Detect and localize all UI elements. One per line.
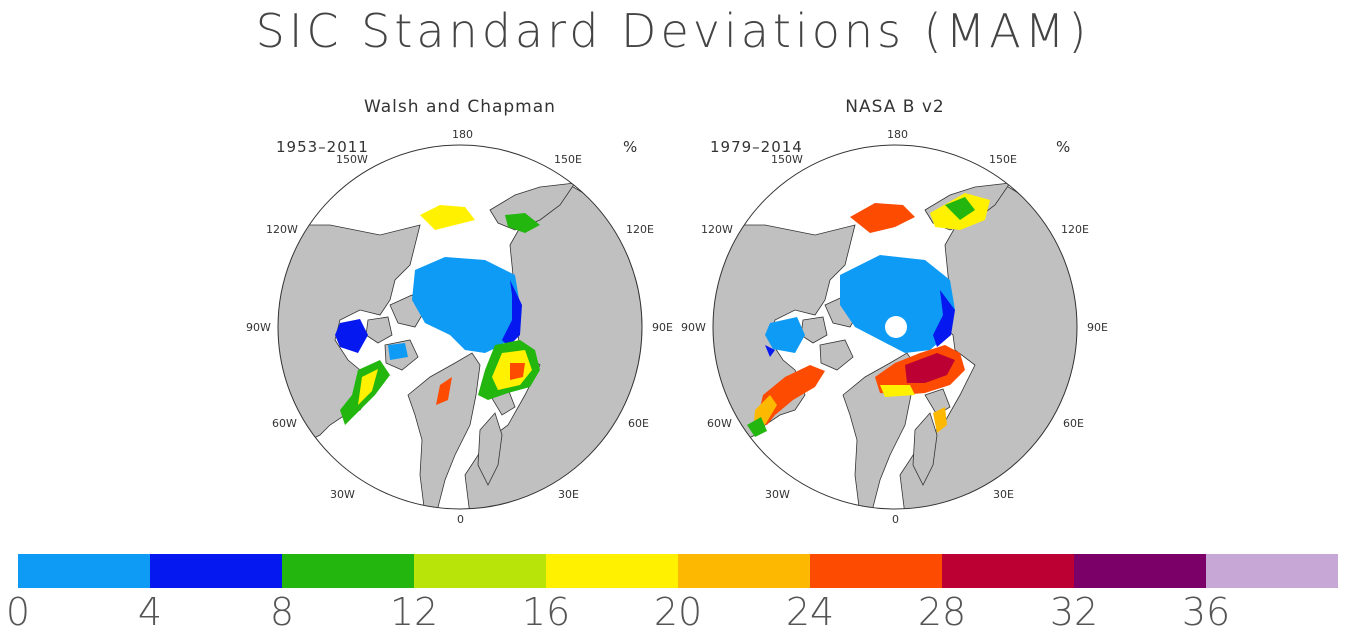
lon-label-60w: 60W	[272, 417, 297, 430]
unit-label: %	[1056, 138, 1071, 156]
panel-title: NASA B v2	[845, 97, 945, 117]
landmasses	[713, 182, 1077, 509]
colorbar-swatch	[546, 554, 678, 588]
polar-map	[712, 144, 1078, 510]
colorbar-tick-label: 8	[269, 590, 295, 634]
lon-label-90w: 90W	[246, 321, 271, 334]
colorbar-swatch	[1206, 554, 1338, 588]
lon-label-120e: 120E	[626, 223, 654, 236]
map-boundary	[277, 144, 643, 510]
panel-title: Walsh and Chapman	[364, 97, 556, 117]
period-label: 1979–2014	[710, 138, 803, 156]
lon-label-30w: 30W	[765, 488, 790, 501]
lon-label-30w: 30W	[330, 488, 355, 501]
map-panel-nasa-b: NASA B v2 1979–2014 %	[675, 95, 1115, 526]
lon-label-120e: 120E	[1061, 223, 1089, 236]
colorbar-tick-label: 36	[1181, 590, 1231, 634]
lon-label-60w: 60W	[707, 417, 732, 430]
figure-title: SIC Standard Deviations (MAM)	[255, 4, 1091, 58]
lon-label-150w: 150W	[771, 153, 803, 166]
lon-label-150e: 150E	[989, 153, 1017, 166]
colorbar-ticks: 0 4 8 12 16 20 24 28 32 36	[0, 590, 1346, 636]
colorbar-swatch	[282, 554, 414, 588]
lon-label-120w: 120W	[701, 223, 733, 236]
colorbar-swatch	[414, 554, 546, 588]
polar-map	[277, 144, 643, 510]
colorbar-swatch	[150, 554, 282, 588]
lon-label-90e: 90E	[1087, 321, 1108, 334]
colorbar-swatch	[18, 554, 150, 588]
colorbar-swatch	[810, 554, 942, 588]
lon-label-90e: 90E	[652, 321, 673, 334]
colorbar-tick-label: 16	[521, 590, 571, 634]
colorbar-tick-label: 12	[389, 590, 439, 634]
landmasses	[278, 182, 642, 509]
lon-label-60e: 60E	[628, 417, 649, 430]
colorbar-tick-label: 0	[5, 590, 31, 634]
unit-label: %	[623, 138, 638, 156]
lon-label-120w: 120W	[266, 223, 298, 236]
colorbar-tick-label: 24	[785, 590, 835, 634]
colorbar-tick-label: 4	[137, 590, 163, 634]
colorbar-tick-label: 32	[1049, 590, 1099, 634]
lon-label-60e: 60E	[1063, 417, 1084, 430]
colorbar-tick-label: 20	[653, 590, 703, 634]
lon-label-150e: 150E	[554, 153, 582, 166]
period-label: 1953–2011	[276, 138, 369, 156]
map-panel-walsh-chapman: Walsh and Chapman 1953–2011 %	[240, 95, 680, 526]
pole-hole	[885, 316, 907, 338]
colorbar-swatch	[942, 554, 1074, 588]
map-boundary	[712, 144, 1078, 510]
colorbar-tick-label: 28	[917, 590, 967, 634]
lon-label-0: 0	[892, 513, 899, 526]
colorbar-swatch	[1074, 554, 1206, 588]
lon-label-30e: 30E	[558, 488, 579, 501]
lon-label-150w: 150W	[336, 153, 368, 166]
lon-label-180: 180	[452, 128, 473, 141]
lon-label-30e: 30E	[993, 488, 1014, 501]
colorbar	[18, 554, 1338, 588]
lon-label-90w: 90W	[681, 321, 706, 334]
colorbar-swatch	[678, 554, 810, 588]
lon-label-0: 0	[457, 513, 464, 526]
lon-label-180: 180	[887, 128, 908, 141]
